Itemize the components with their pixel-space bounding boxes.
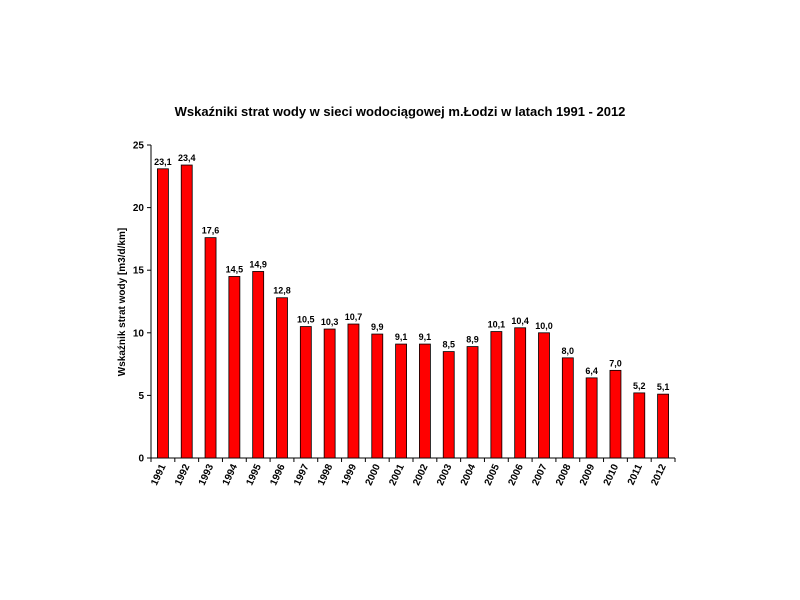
bar-1994 — [228, 276, 241, 459]
bar-1995 — [252, 271, 265, 459]
x-tick-label-1997: 1997 — [292, 462, 312, 487]
x-tick-label-1995: 1995 — [245, 462, 265, 487]
bar-2003 — [442, 351, 455, 459]
data-label-1992: 23,4 — [178, 153, 196, 163]
chart-title: Wskaźniki strat wody w sieci wodociągowe… — [175, 104, 626, 119]
x-tick-label-2003: 2003 — [435, 462, 455, 487]
data-label-2006: 10,4 — [511, 316, 529, 326]
data-label-1998: 10,3 — [321, 317, 339, 327]
data-label-2009: 6,4 — [585, 366, 598, 376]
bar-1997 — [299, 326, 312, 459]
data-label-1993: 17,6 — [202, 226, 220, 236]
data-label-2012: 5,1 — [657, 382, 670, 392]
x-tick-label-1998: 1998 — [316, 462, 336, 487]
x-tick-label-2007: 2007 — [530, 462, 550, 487]
data-label-2003: 8,5 — [442, 340, 455, 350]
data-label-2001: 9,1 — [395, 332, 408, 342]
x-tick-label-1991: 1991 — [149, 462, 169, 487]
bar-2008 — [561, 357, 574, 459]
data-label-2002: 9,1 — [419, 332, 432, 342]
x-tick-label-1996: 1996 — [268, 462, 288, 487]
bar-1996 — [276, 297, 288, 459]
data-label-2011: 5,2 — [633, 381, 646, 391]
bar-1991 — [157, 168, 169, 459]
bar-2012 — [657, 393, 669, 459]
y-axis-label: Wskaźnik strat wody [m3/d/km] — [117, 228, 128, 376]
y-tick-label: 0 — [138, 454, 144, 465]
bar-1992 — [180, 164, 193, 459]
bar-1998 — [323, 328, 336, 459]
data-label-1995: 14,9 — [249, 259, 267, 269]
x-tick-label-2012: 2012 — [649, 462, 669, 487]
y-tick-label: 5 — [138, 391, 144, 402]
data-label-2008: 8,0 — [562, 346, 575, 356]
y-tick-label: 15 — [133, 266, 145, 277]
bar-2001 — [395, 343, 407, 459]
x-tick-label-2009: 2009 — [578, 462, 598, 487]
bar-2002 — [419, 343, 431, 459]
y-tick-label: 25 — [133, 141, 145, 152]
x-tick-label-1993: 1993 — [197, 462, 217, 487]
x-tick-label-2000: 2000 — [364, 462, 384, 487]
data-label-1999: 10,7 — [345, 312, 363, 322]
x-tick-label-2002: 2002 — [411, 462, 431, 487]
y-tick-label: 20 — [133, 203, 145, 214]
x-tick-label-1992: 1992 — [173, 462, 193, 487]
x-tick-label-1999: 1999 — [340, 462, 360, 487]
x-tick-label-2006: 2006 — [507, 462, 527, 487]
bar-2009 — [585, 377, 598, 459]
data-label-1991: 23,1 — [154, 157, 172, 167]
bar-2006 — [514, 327, 527, 459]
bar-1993 — [204, 237, 217, 459]
plot-area: 0 5 10 15 20 25 23,1 1991 23,4 1992 17,6 1993 14,5 19… — [133, 141, 676, 487]
bar-2000 — [371, 333, 384, 459]
x-tick-label-2011: 2011 — [626, 462, 645, 487]
data-label-1997: 10,5 — [297, 315, 315, 325]
data-label-2004: 8,9 — [466, 335, 479, 345]
x-tick-label-2001: 2001 — [387, 462, 407, 487]
x-tick-label-2005: 2005 — [483, 462, 503, 487]
bar-2011 — [633, 392, 646, 459]
data-label-2010: 7,0 — [609, 358, 622, 368]
x-tick-label-2004: 2004 — [459, 462, 479, 487]
bar-1999 — [347, 323, 360, 459]
data-label-2007: 10,0 — [535, 321, 553, 331]
x-tick-label-1994: 1994 — [221, 462, 241, 487]
bar-2010 — [609, 369, 622, 459]
data-label-1994: 14,5 — [226, 264, 244, 274]
bar-2004 — [466, 346, 479, 459]
data-label-2005: 10,1 — [488, 320, 506, 330]
x-tick-label-2008: 2008 — [554, 462, 574, 487]
bar-2005 — [490, 331, 503, 459]
data-label-1996: 12,8 — [273, 286, 291, 296]
y-tick-label: 10 — [133, 328, 145, 339]
x-tick-label-2010: 2010 — [602, 462, 622, 487]
data-label-2000: 9,9 — [371, 322, 384, 332]
bar-2007 — [538, 332, 550, 459]
